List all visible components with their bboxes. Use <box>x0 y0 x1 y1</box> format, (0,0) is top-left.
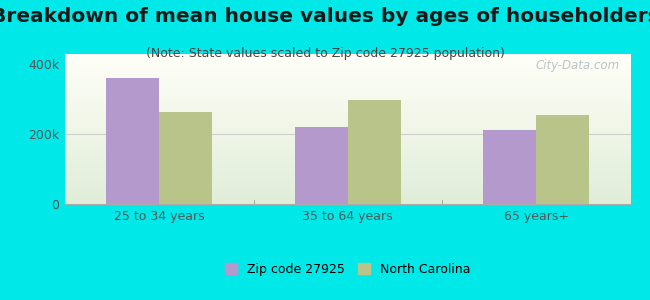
Bar <box>107 78 159 204</box>
Bar <box>159 112 212 204</box>
Bar <box>484 130 536 204</box>
Text: Breakdown of mean house values by ages of householders: Breakdown of mean house values by ages o… <box>0 8 650 26</box>
Bar <box>536 115 589 204</box>
Legend: Zip code 27925, North Carolina: Zip code 27925, North Carolina <box>225 263 471 276</box>
Bar <box>295 127 348 204</box>
Bar <box>348 100 400 204</box>
Text: (Note: State values scaled to Zip code 27925 population): (Note: State values scaled to Zip code 2… <box>146 46 504 59</box>
Text: City-Data.com: City-Data.com <box>535 58 619 71</box>
